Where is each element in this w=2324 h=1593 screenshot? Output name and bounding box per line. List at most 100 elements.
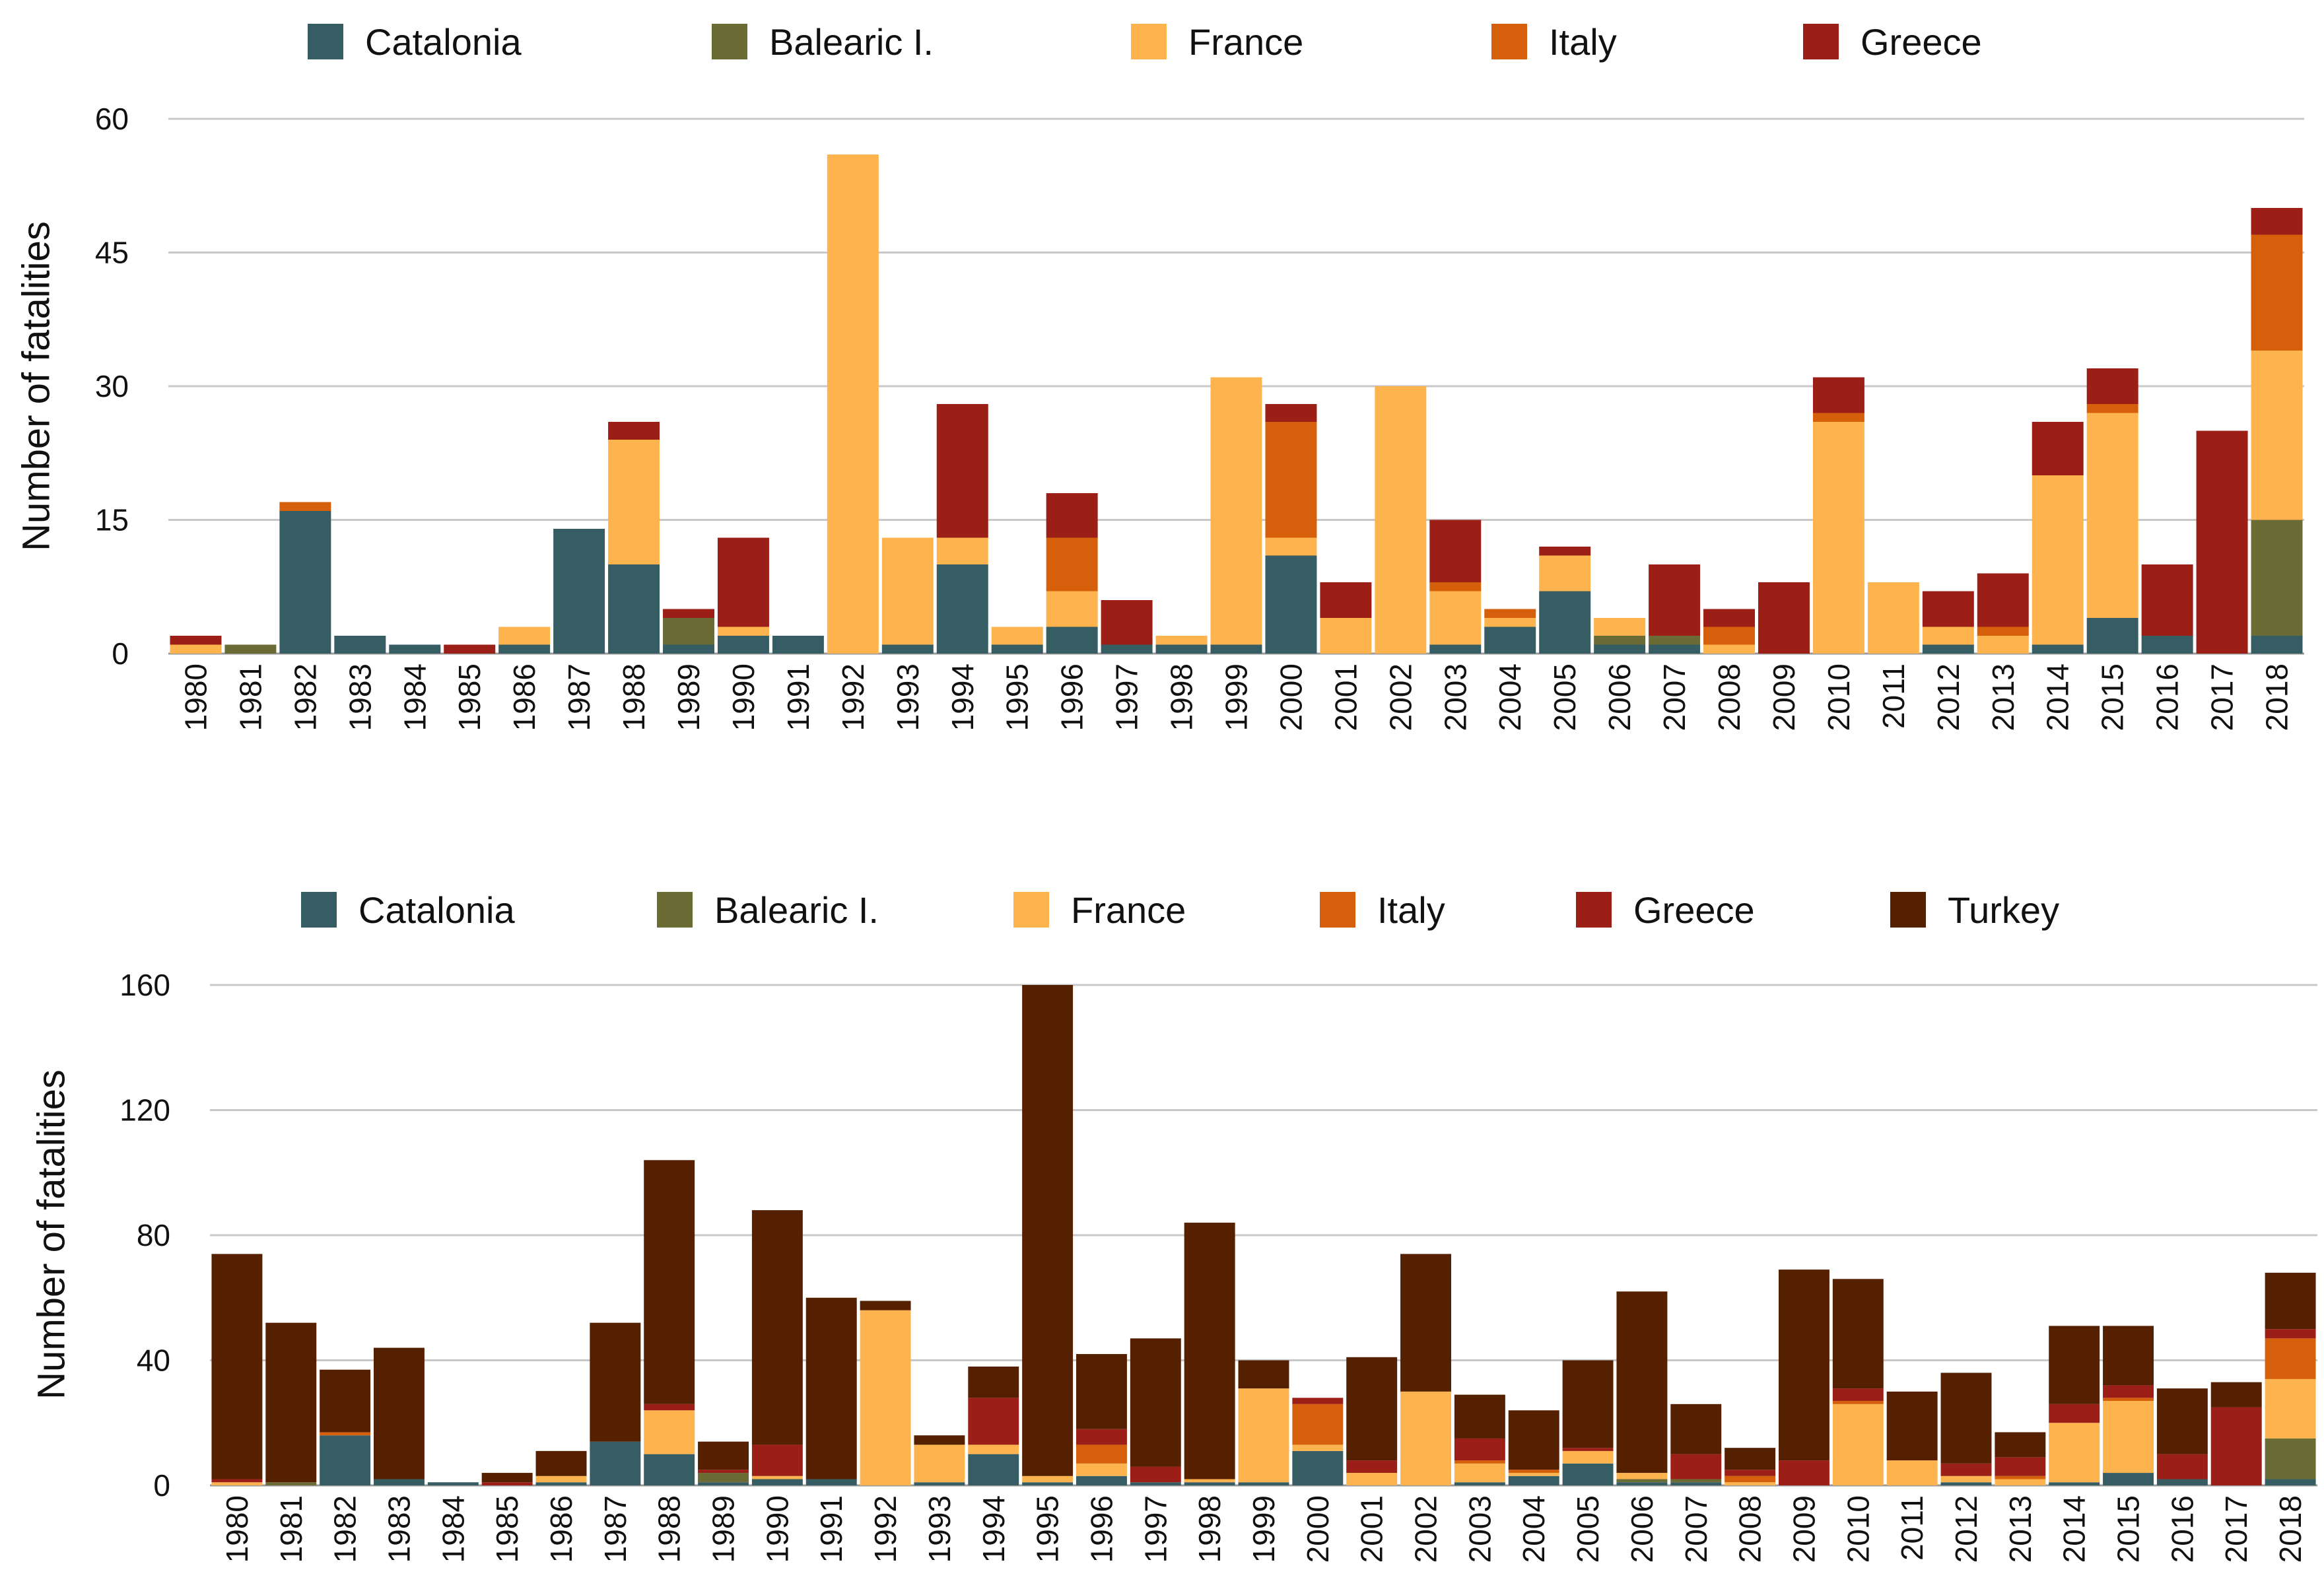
x-tick-label: 2016 (2165, 1495, 2199, 1563)
bar-segment-catalonia-1996 (1046, 627, 1098, 654)
x-tick-label: 2003 (1438, 663, 1472, 731)
bar-segment-balearic-i-1989 (698, 1473, 749, 1483)
x-tick-label: 1991 (781, 663, 815, 731)
bar-segment-catalonia-1982 (279, 511, 331, 654)
bar-segment-catalonia-1995 (1022, 1482, 1074, 1485)
bar-segment-turkey-2012 (1940, 1373, 1992, 1464)
x-tick-label: 2002 (1409, 1495, 1443, 1563)
bar-segment-france-1986 (498, 627, 551, 645)
bar-segment-italy-2003 (1454, 1460, 1505, 1464)
bar-segment-turkey-1988 (644, 1160, 695, 1404)
bar-segment-turkey-1986 (535, 1450, 587, 1476)
bar-segment-france-1995 (991, 627, 1043, 645)
x-tick-label: 2008 (1733, 1495, 1767, 1563)
bar-segment-catalonia-1983 (373, 1479, 425, 1485)
legend-item-france: France (1013, 889, 1186, 931)
bar-segment-italy-1982 (279, 502, 331, 511)
bar-segment-catalonia-2000 (1265, 555, 1317, 654)
legend-swatch (1131, 24, 1167, 59)
bar-segment-catalonia-1998 (1155, 644, 1208, 654)
legend-label: Turkey (1948, 889, 2059, 931)
bar-segment-greece-2000 (1292, 1398, 1344, 1404)
bar-segment-catalonia-1990 (717, 636, 769, 654)
bar-segment-france-2015 (2086, 413, 2138, 618)
x-tick-label: 2001 (1355, 1495, 1389, 1563)
x-tick-label: 1990 (760, 1495, 794, 1563)
bar-segment-greece-2017 (2210, 1407, 2262, 1485)
bar-segment-france-1994 (936, 537, 988, 564)
bar-segment-france-1998 (1184, 1479, 1235, 1483)
x-tick-label: 1985 (490, 1495, 524, 1563)
bar-segment-france-1988 (608, 440, 660, 564)
bar-segment-turkey-1987 (590, 1322, 641, 1442)
chart-top: 0 15 30 45 60 Number of fatalities 1980 1981 198… (15, 21, 2304, 731)
bar-segment-greece-2005 (1562, 1448, 1614, 1451)
legend-item-italy: Italy (1320, 889, 1445, 931)
bar-segment-greece-1990 (717, 537, 769, 627)
bar-segment-catalonia-2007 (1649, 644, 1701, 654)
x-tick-label: 1994 (945, 663, 980, 731)
bar-segment-greece-1985 (481, 1482, 533, 1485)
bar-segment-italy-2000 (1292, 1404, 1344, 1445)
bar-segment-france-1999 (1238, 1388, 1289, 1483)
bar-segment-italy-1996 (1076, 1444, 1127, 1464)
x-tick-label: 2013 (1986, 663, 2020, 731)
bar-segment-catalonia-2005 (1539, 591, 1591, 654)
bar-segment-greece-2003 (1429, 520, 1482, 582)
bar-segment-turkey-2014 (2049, 1326, 2100, 1404)
legend-item-france: France (1131, 21, 1303, 63)
legend-item-balearic-i: Balearic I. (657, 889, 879, 931)
bar-segment-italy-2013 (1995, 1475, 2046, 1479)
bar-segment-france-2006 (1594, 618, 1646, 636)
bar-segment-greece-2008 (1703, 609, 1756, 627)
legend-swatch (1491, 24, 1527, 59)
x-tick-label: 2017 (2205, 663, 2239, 731)
x-tick-label: 2018 (2273, 1495, 2307, 1563)
x-tick-label: 2001 (1328, 663, 1363, 731)
legend-label: Balearic I. (769, 21, 934, 63)
bar-segment-greece-2007 (1649, 564, 1701, 636)
x-tick-label: 1998 (1165, 663, 1199, 731)
bar-segment-greece-1980 (211, 1479, 263, 1483)
bar-segment-catalonia-2015 (2086, 618, 2138, 654)
legend-swatch (657, 892, 693, 928)
bar-segment-catalonia-1994 (968, 1454, 1019, 1485)
x-tick-label: 1981 (233, 663, 267, 731)
bar-segment-catalonia-2003 (1454, 1482, 1505, 1485)
x-tick-label: 1988 (652, 1495, 687, 1563)
x-tick-label: 2008 (1712, 663, 1746, 731)
legend-swatch (1803, 24, 1839, 59)
bar-segment-catalonia-1996 (1076, 1475, 1127, 1485)
bar-segment-turkey-1981 (265, 1322, 317, 1483)
bar-segment-turkey-1982 (320, 1369, 371, 1433)
legend-label: Catalonia (359, 889, 515, 931)
x-tick-label: 1986 (544, 1495, 578, 1563)
bar-segment-france-1980 (170, 644, 222, 654)
legend-label: Catalonia (365, 21, 522, 63)
bar-segment-catalonia-2000 (1292, 1450, 1344, 1485)
bar-segment-catalonia-1997 (1130, 1482, 1181, 1485)
bar-segment-turkey-1991 (805, 1297, 857, 1479)
bar-segment-turkey-1989 (698, 1441, 749, 1470)
x-tick-label: 1990 (726, 663, 761, 731)
bar-segment-france-1998 (1155, 636, 1208, 645)
bar-segment-turkey-1997 (1130, 1338, 1181, 1467)
bar-segment-france-2013 (1977, 636, 2029, 654)
bar-segment-turkey-2001 (1346, 1357, 1398, 1461)
bar-segment-catalonia-1983 (334, 636, 386, 654)
x-tick-label: 1983 (343, 663, 377, 731)
bar-segment-turkey-1994 (968, 1366, 1019, 1398)
bar-segment-france-2011 (1886, 1460, 1938, 1485)
x-tick-label: 1997 (1138, 1495, 1173, 1563)
x-tick-label: 2007 (1679, 1495, 1713, 1563)
legend-label: France (1071, 889, 1186, 931)
bar-segment-catalonia-1989 (663, 644, 714, 654)
legend-item-catalonia: Catalonia (308, 21, 522, 63)
x-tick-label: 1980 (178, 663, 213, 731)
x-tick-label: 1985 (452, 663, 487, 731)
x-tick-label: 1989 (706, 1495, 741, 1563)
bar-segment-greece-2013 (1995, 1457, 2046, 1476)
bar-segment-france-1995 (1022, 1475, 1074, 1483)
x-tick-label: 2016 (2150, 663, 2185, 731)
